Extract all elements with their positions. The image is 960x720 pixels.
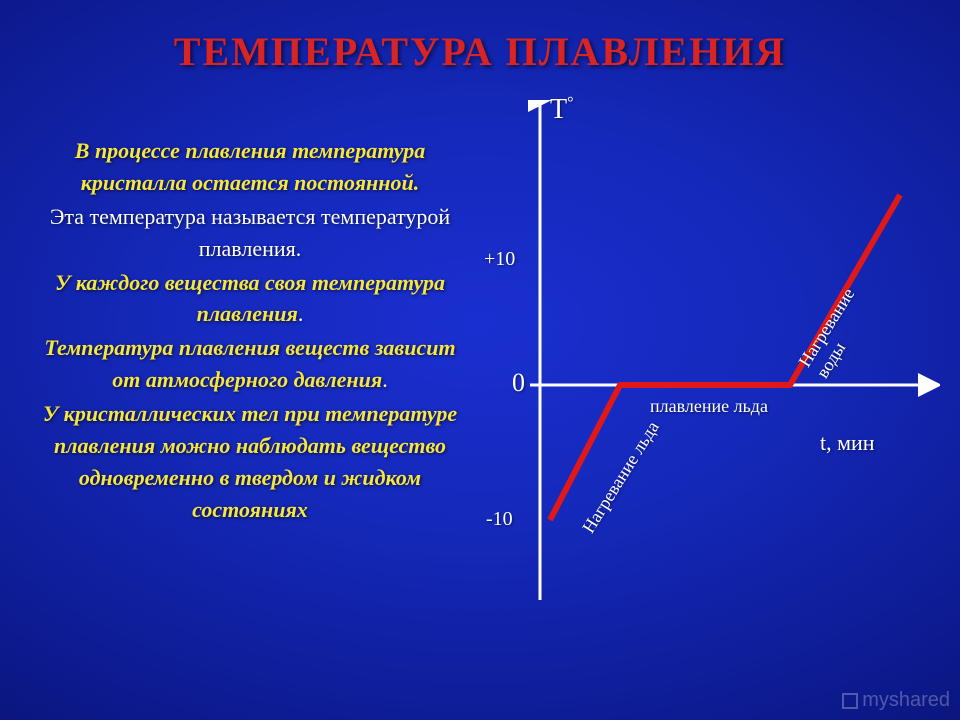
page-title: ТЕМПЕРАТУРА ПЛАВЛЕНИЯ xyxy=(0,28,960,75)
chart-svg xyxy=(500,100,940,620)
x-axis-label: t, мин xyxy=(820,430,875,456)
para-2: Эта температура называется температурой … xyxy=(30,201,470,265)
watermark-icon xyxy=(842,693,858,709)
origin-label: 0 xyxy=(512,368,525,398)
para-3: У каждого вещества своя температура плав… xyxy=(30,267,470,331)
y-axis-label: T° xyxy=(550,94,574,126)
para-4: Температура плавления веществ зависит от… xyxy=(30,332,470,396)
y-tick-plus10: +10 xyxy=(484,248,515,271)
para-1: В процессе плавления температура кристал… xyxy=(30,135,470,199)
segment-label-ice-melting: плавление льда xyxy=(650,396,768,417)
temperature-line xyxy=(550,195,900,520)
temperature-chart: T° 0 +10 -10 t, мин Нагревание льда плав… xyxy=(500,100,940,620)
watermark: myshared xyxy=(842,689,950,712)
para-5: У кристаллических тел при температуре пл… xyxy=(30,398,470,526)
y-tick-minus10: -10 xyxy=(486,508,513,531)
description-block: В процессе плавления температура кристал… xyxy=(30,135,470,528)
